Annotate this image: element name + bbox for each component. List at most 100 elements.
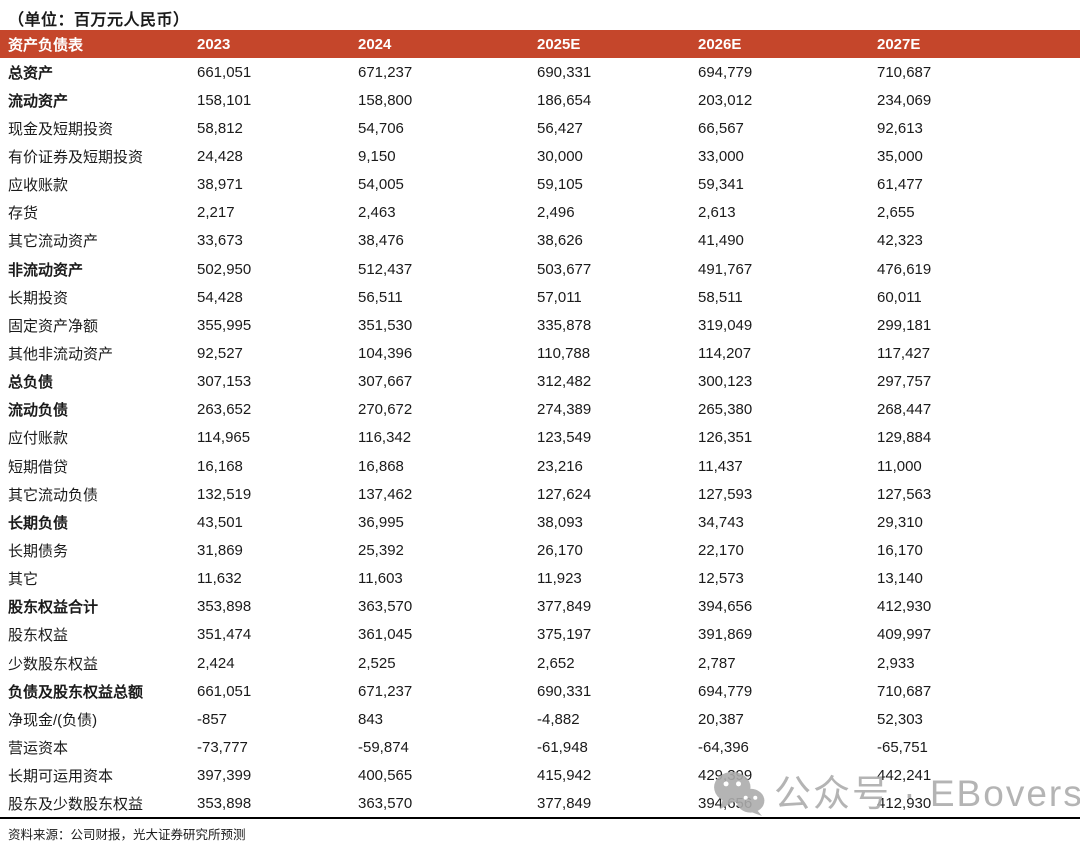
header-cell-2023: 2023 [197,30,358,58]
cell-2026e: 694,779 [698,63,753,81]
table-row: 其它流动负债 132,519 137,462 127,624 127,593 1… [0,480,1080,508]
cell-2027e: 13,140 [877,570,923,588]
cell-2023: 2,424 [197,654,235,672]
cell-2023: 24,428 [197,147,243,165]
cell-2027e: 2,655 [877,204,915,222]
cell-2024: 116,342 [358,429,412,447]
cell-2025e: 690,331 [537,682,592,700]
cell-2024: 361,045 [358,626,413,644]
cell-2027e: 299,181 [877,316,932,334]
table-header-row: 资产负债表 2023 2024 2025E 2026E 2027E [0,30,1080,58]
table-row: 现金及短期投资 58,812 54,706 56,427 66,567 92,6… [0,114,1080,142]
cell-2027e: 442,241 [877,767,932,785]
row-label: 流动资产 [8,92,69,110]
table-row: 长期投资 54,428 56,511 57,011 58,511 60,011 [0,283,1080,311]
cell-2027e: 61,477 [877,176,923,194]
cell-2024: 16,868 [358,457,404,475]
cell-2025e: 375,197 [537,626,592,644]
row-label: 现金及短期投资 [8,120,114,138]
cell-2026e: 12,573 [698,570,744,588]
cell-2024: 512,437 [358,260,413,278]
cell-2026e: 33,000 [698,147,744,165]
cell-2026e: 2,613 [698,204,736,222]
unit-title: （单位：百万元人民币） [8,12,190,29]
cell-2027e: 297,757 [877,373,932,391]
cell-2023: 54,428 [197,288,243,306]
table-row: 存货 2,217 2,463 2,496 2,613 2,655 [0,199,1080,227]
cell-2023: 661,051 [197,63,252,81]
row-label: 存货 [8,205,39,223]
cell-2024: 400,565 [358,767,413,785]
cell-2025e: 38,626 [537,232,583,250]
cell-2025e: 503,677 [537,260,592,278]
cell-2025e: -4,882 [537,710,580,728]
table-row: 少数股东权益 2,424 2,525 2,652 2,787 2,933 [0,649,1080,677]
cell-2027e: 412,930 [877,794,932,812]
table-row: 总资产 661,051 671,237 690,331 694,779 710,… [0,58,1080,86]
cell-2026e: 391,869 [698,626,753,644]
cell-2025e: 11,923 [537,570,582,588]
cell-2027e: 710,687 [877,682,932,700]
cell-2027e: 16,170 [877,541,923,559]
row-label: 其它 [8,571,39,589]
table-row: 其它流动资产 33,673 38,476 38,626 41,490 42,32… [0,227,1080,255]
cell-2024: 2,463 [358,204,396,222]
table-row: 长期债务 31,869 25,392 26,170 22,170 16,170 [0,536,1080,564]
row-label: 应收账款 [8,177,69,195]
cell-2024: 351,530 [358,316,413,334]
cell-2024: 671,237 [358,682,413,700]
table-row: 长期可运用资本 397,399 400,565 415,942 429,399 … [0,762,1080,790]
cell-2026e: 58,511 [698,288,743,306]
cell-2024: 363,570 [358,598,413,616]
cell-2027e: 92,613 [877,119,923,137]
cell-2023: 11,632 [197,570,242,588]
table-row: 流动资产 158,101 158,800 186,654 203,012 234… [0,86,1080,114]
table-row: 应收账款 38,971 54,005 59,105 59,341 61,477 [0,171,1080,199]
table-row: 流动负债 263,652 270,672 274,389 265,380 268… [0,396,1080,424]
row-label: 股东及少数股东权益 [8,795,144,813]
cell-2026e: 394,656 [698,794,753,812]
source-note: 资料来源：公司财报，光大证券研究所预测 [8,827,246,842]
cell-2026e: 394,656 [698,598,753,616]
row-label: 长期负债 [8,514,69,532]
cell-2024: 270,672 [358,401,413,419]
cell-2025e: 127,624 [537,485,592,503]
row-label: 少数股东权益 [8,655,99,673]
cell-2026e: 41,490 [698,232,744,250]
row-label: 总负债 [8,374,54,392]
cell-2024: 363,570 [358,794,413,812]
cell-2023: 353,898 [197,794,252,812]
cell-2027e: -65,751 [877,738,928,756]
cell-2025e: 59,105 [537,176,583,194]
cell-2023: 351,474 [197,626,252,644]
cell-2026e: 265,380 [698,401,753,419]
cell-2023: -857 [197,710,228,728]
table-row: 负债及股东权益总额 661,051 671,237 690,331 694,77… [0,677,1080,705]
cell-2024: 9,150 [358,147,396,165]
cell-2025e: 335,878 [537,316,592,334]
cell-2026e: 491,767 [698,260,753,278]
cell-2025e: 2,652 [537,654,575,672]
cell-2024: 56,511 [358,288,403,306]
cell-2023: 353,898 [197,598,252,616]
header-cell-2025e: 2025E [537,30,698,58]
cell-2027e: 35,000 [877,147,923,165]
cell-2025e: 186,654 [537,91,592,109]
table-row: 营运资本 -73,777 -59,874 -61,948 -64,396 -65… [0,733,1080,761]
cell-2027e: 11,000 [877,457,922,475]
row-label: 其他非流动资产 [8,345,114,363]
table-row: 股东及少数股东权益 353,898 363,570 377,849 394,65… [0,790,1080,818]
cell-2027e: 42,323 [877,232,923,250]
cell-2024: 54,005 [358,176,404,194]
cell-2027e: 129,884 [877,429,932,447]
row-label: 非流动资产 [8,261,84,279]
row-label: 负债及股东权益总额 [8,683,144,701]
cell-2025e: 26,170 [537,541,583,559]
cell-2024: 843 [358,710,384,728]
cell-2024: -59,874 [358,738,409,756]
cell-2024: 36,995 [358,513,404,531]
row-label: 长期债务 [8,542,69,560]
cell-2024: 2,525 [358,654,396,672]
cell-2024: 307,667 [358,373,413,391]
table-row: 有价证券及短期投资 24,428 9,150 30,000 33,000 35,… [0,142,1080,170]
